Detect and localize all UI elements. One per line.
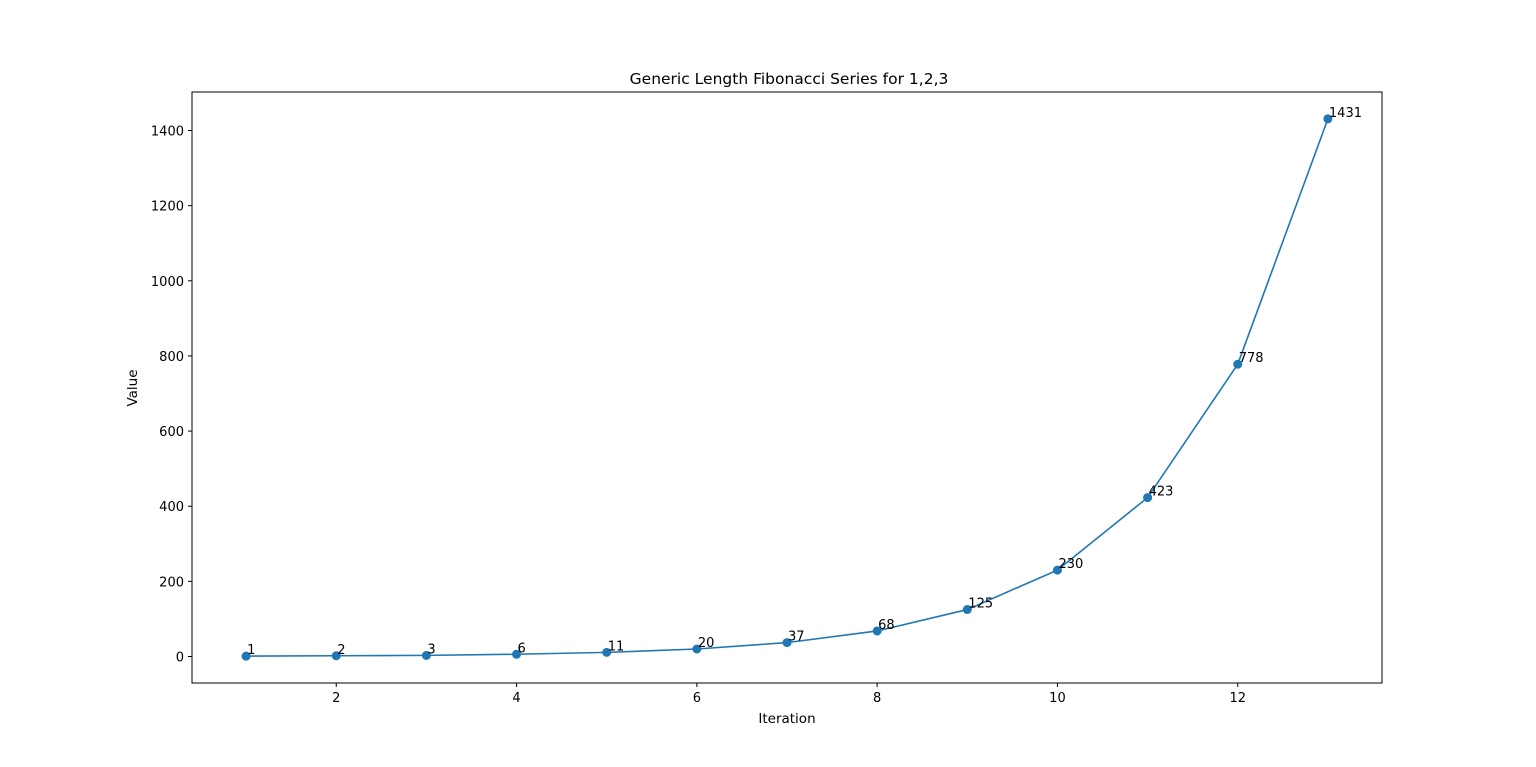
data-label: 1431 (1329, 106, 1362, 121)
data-label: 37 (788, 630, 805, 645)
y-tick-label: 600 (159, 425, 184, 440)
data-point (1143, 493, 1153, 503)
data-label: 3 (427, 642, 435, 657)
data-point (602, 647, 612, 657)
data-point (421, 650, 431, 660)
x-tick-label: 4 (512, 691, 520, 706)
y-tick-label: 0 (176, 651, 184, 666)
plot-frame (191, 91, 1383, 684)
data-label: 778 (1239, 351, 1264, 366)
data-point (241, 651, 251, 661)
x-axis: 2 4 6 8 10 12 (332, 683, 1246, 706)
data-point (1233, 359, 1243, 369)
data-label: 68 (878, 618, 895, 633)
chart-title: Generic Length Fibonacci Series for 1,2,… (630, 70, 949, 88)
data-point (1323, 114, 1333, 124)
data-label: 423 (1149, 485, 1174, 500)
y-tick-label: 1400 (151, 125, 184, 140)
data-label: 125 (968, 597, 993, 612)
x-tick-label: 12 (1229, 691, 1246, 706)
y-axis: 0 200 400 600 800 1000 1200 1400 (151, 125, 192, 666)
data-label: 230 (1058, 557, 1083, 572)
data-point (331, 651, 341, 661)
data-point (872, 626, 882, 636)
data-point (692, 644, 702, 654)
data-label: 1 (247, 643, 255, 658)
x-axis-label: Iteration (758, 711, 815, 727)
y-tick-label: 400 (159, 500, 184, 515)
x-tick-label: 2 (332, 691, 340, 706)
data-point (962, 605, 972, 615)
x-tick-label: 6 (693, 691, 701, 706)
y-axis-label: Value (125, 369, 141, 406)
data-point (782, 638, 792, 648)
y-tick-label: 800 (159, 350, 184, 365)
data-label: 6 (518, 641, 526, 656)
x-tick-label: 8 (873, 691, 881, 706)
data-label: 2 (337, 643, 345, 658)
data-label: 20 (698, 636, 715, 651)
data-point (1052, 565, 1062, 575)
data-label: 11 (608, 639, 625, 654)
y-tick-label: 1200 (151, 200, 184, 215)
plot-area: 1 2 3 6 11 20 37 68 125 230 423 778 1431 (241, 106, 1362, 661)
data-point (512, 649, 522, 659)
y-tick-label: 200 (159, 575, 184, 590)
x-tick-label: 10 (1049, 691, 1066, 706)
y-tick-label: 1000 (151, 275, 184, 290)
